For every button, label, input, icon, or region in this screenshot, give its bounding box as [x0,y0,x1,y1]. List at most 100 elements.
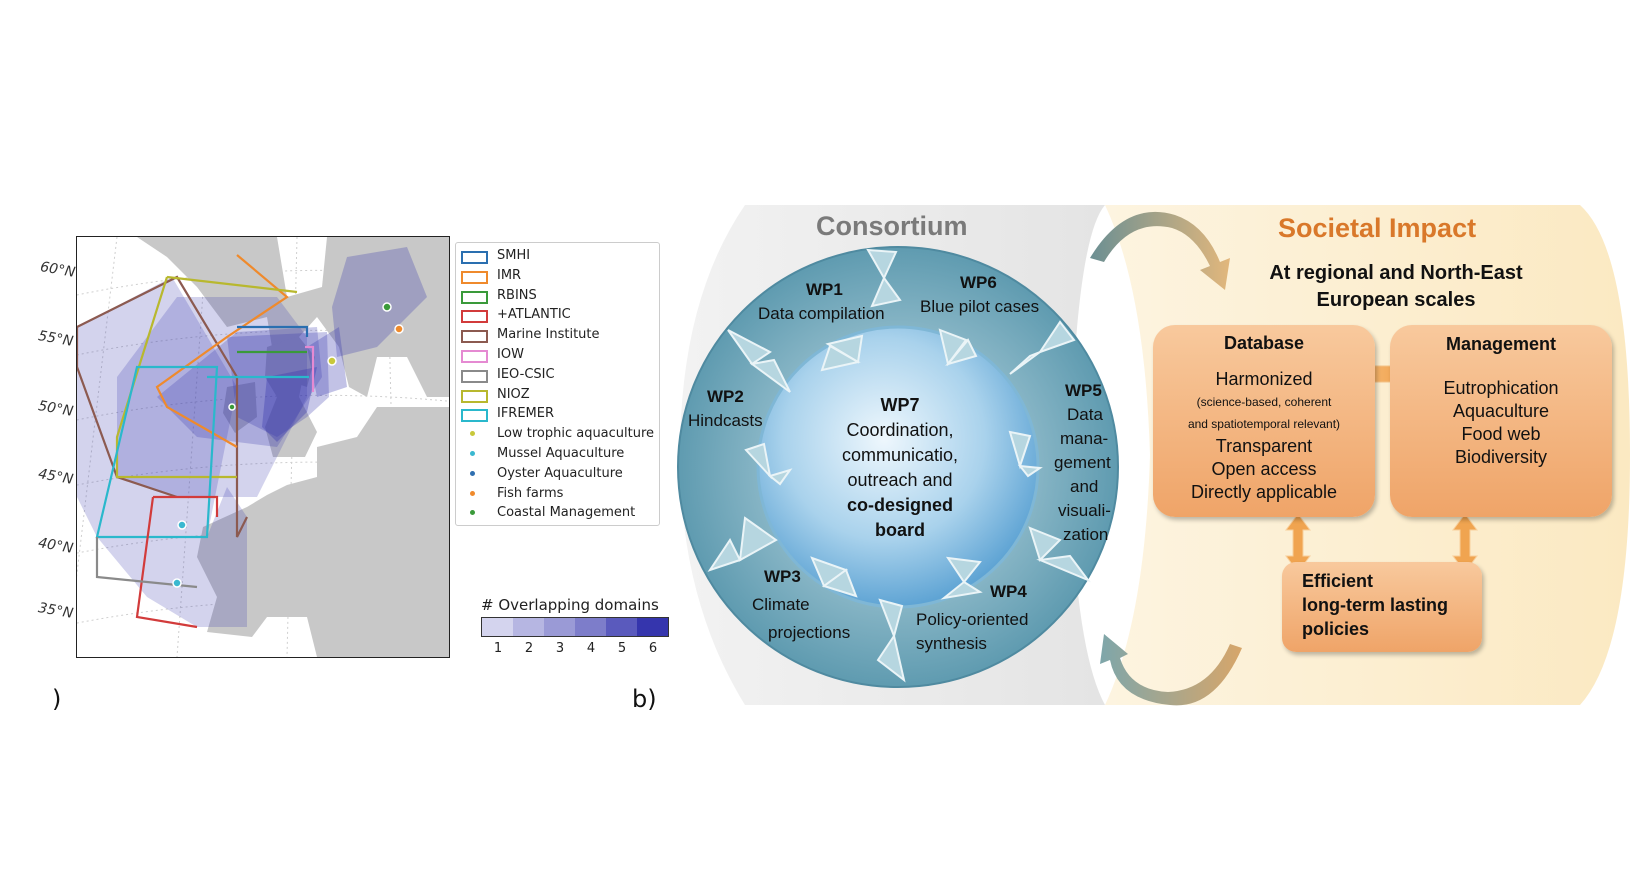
legend-dot [470,490,475,496]
wp5-line-1: Data [1067,405,1103,424]
wp3-title: WP3 [764,567,801,586]
legend-item: IEO-CSIC [456,366,659,386]
legend-item: IFREMER [456,405,659,425]
panel-letter-a: ) [52,685,62,713]
legend-swatch [461,330,488,344]
colorbar-segment-5 [606,618,637,636]
colorbar [481,617,669,637]
colorbar-segment-4 [575,618,606,636]
legend-label: IOW [497,347,524,362]
policies-line-3: policies [1302,619,1370,639]
legend-swatch [461,270,488,284]
wp7-line-3: outreach and [847,470,953,490]
wp4-line-2: synthesis [916,634,987,653]
management-box: Management Eutrophication Aquaculture Fo… [1390,325,1612,517]
legend-item: Coastal Management [456,504,659,524]
database-note-1: (science-based, coherent [1196,395,1332,409]
wp7-title: WP7 [880,395,920,415]
legend-label: Marine Institute [497,327,600,343]
management-item-1: Eutrophication [1443,378,1559,398]
legend-dot [470,451,475,456]
map-legend: SMHI IMR RBINS +ATLANTIC Marine Institute IOW… [455,242,660,526]
colorbar-segment-1 [482,618,513,636]
wp1-title: WP1 [806,280,843,299]
consortium-title: Consortium [816,211,968,241]
legend-label: IMR [497,267,522,283]
wp7-line-2: communicatio, [841,445,959,465]
policies-line-1: Efficient [1302,571,1374,591]
societal-impact-title: Societal Impact [1278,213,1477,243]
wp1-block: WP1 [806,280,843,300]
colorbar-tick-4: 4 [586,641,596,656]
legend-item: Oyster Aquaculture [456,465,659,485]
wp5-line-6: zation [1063,525,1109,544]
societal-impact-subtitle: At regional and North-East European scal… [1269,262,1523,311]
colorbar-tick-1: 1 [493,641,503,656]
management-item-3: Food web [1461,424,1541,444]
legend-dot [470,510,475,516]
colorbar-tick-5: 5 [617,641,627,656]
wp7-block: WP7 Coordination, communicatio, outreach… [800,393,1000,543]
legend-label: Low trophic aquaculture [497,426,655,442]
legend-swatch [461,369,488,383]
legend-label: NIOZ [497,386,530,402]
legend-label: IFREMER [497,406,555,422]
wp2-title: WP2 [707,387,744,406]
database-harmonized: Harmonized [1215,369,1313,389]
map-panel [76,236,450,658]
legend-swatch [461,310,488,324]
wp3-line-2: projections [768,623,851,642]
wp5-title: WP5 [1065,381,1102,400]
database-item-1: Transparent [1215,436,1313,456]
legend-dot [470,470,475,476]
wp4-title: WP4 [990,582,1027,601]
wp3-line-1: Climate [752,595,810,614]
legend-label: Fish farms [497,485,564,501]
legend-label: IEO-CSIC [497,366,555,382]
colorbar-tick-3: 3 [555,641,565,656]
wp5-line-2: mana- [1060,429,1109,448]
policies-line-2: long-term lasting [1302,595,1449,615]
legend-label: Coastal Management [497,505,636,521]
colorbar-segment-6 [637,618,668,636]
legend-label: Oyster Aquaculture [497,465,623,481]
legend-item: NIOZ [456,386,659,406]
legend-label: SMHI [497,248,531,263]
legend-swatch [461,251,488,264]
wp4-line-1: Policy-oriented [916,610,1029,629]
legend-label: Mussel Aquaculture [497,446,625,461]
legend-swatch [461,290,488,304]
wp6-text: Blue pilot cases [920,297,1040,316]
management-item-2: Aquaculture [1452,401,1550,421]
database-item-3: Directly applicable [1190,482,1338,502]
legend-swatch [461,389,488,403]
legend-dot [470,431,475,437]
legend-item: RBINS [456,287,659,307]
colorbar-segment-3 [544,618,575,636]
database-item-2: Open access [1211,459,1317,479]
legend-item: SMHI [456,247,659,267]
legend-item: Low trophic aquaculture [456,425,659,445]
legend-label: RBINS [497,287,537,303]
policies-box: Efficient long-term lasting policies [1282,562,1482,652]
legend-item: Mussel Aquaculture [456,445,659,465]
wp2-text: Hindcasts [688,411,763,430]
wp5-line-3: gement [1054,453,1111,472]
database-note-2: and spatiotemporal relevant) [1187,417,1341,431]
map-drawing [77,237,449,657]
colorbar-segment-2 [513,618,544,636]
legend-label: +ATLANTIC [497,307,571,323]
wp7-line-1: Coordination, [846,420,954,440]
wp1-text: Data compilation [758,304,885,323]
legend-item: Marine Institute [456,326,659,346]
wp5-line-4: and [1070,477,1099,496]
management-item-4: Biodiversity [1454,447,1548,467]
legend-swatch [461,350,488,363]
legend-item: IMR [456,267,659,287]
database-title: Database [1223,333,1305,353]
colorbar-title: # Overlapping domains [481,596,659,614]
legend-item: IOW [456,346,659,366]
legend-item: Fish farms [456,485,659,505]
wp7-line-4: co-designed [846,495,953,515]
colorbar-tick-6: 6 [648,641,658,656]
